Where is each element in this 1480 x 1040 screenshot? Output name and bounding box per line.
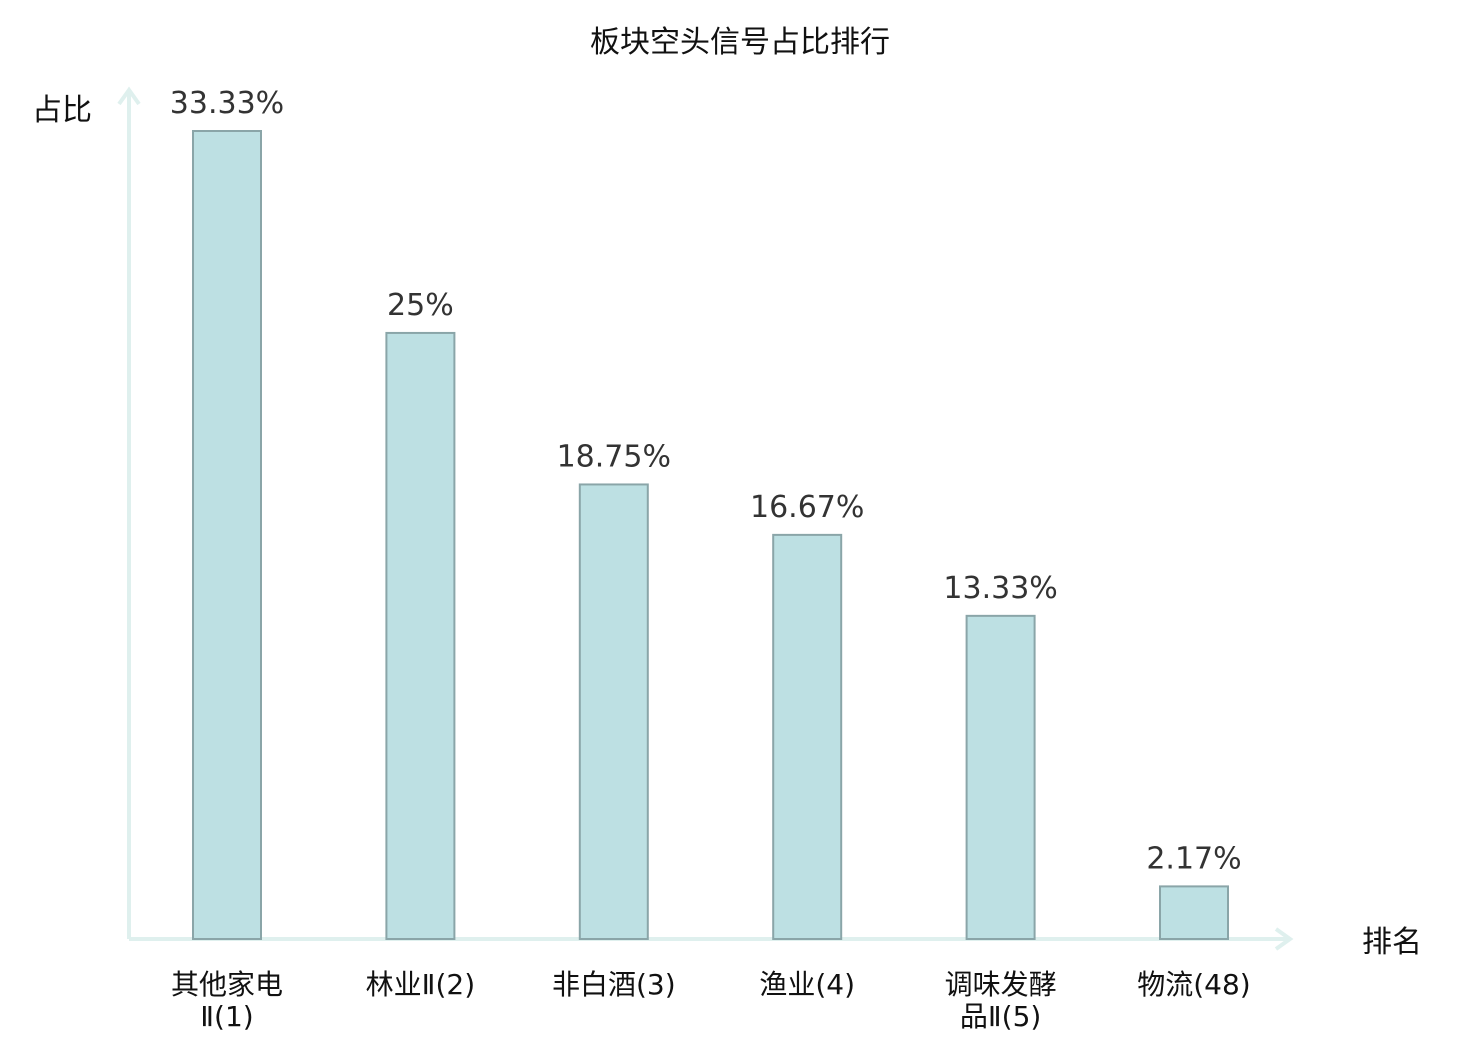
data-label: 13.33% — [943, 571, 1057, 606]
bars-group — [192, 130, 1229, 941]
bar — [578, 483, 649, 940]
y-axis-arrow — [117, 86, 141, 106]
bar — [192, 130, 262, 940]
x-tick-label: 渔业(4) — [759, 968, 855, 1001]
bar — [385, 331, 456, 940]
data-label: 2.17% — [1146, 841, 1241, 876]
x-axis-label: 排名 — [1362, 925, 1422, 960]
x-tick-label: Ⅱ(1) — [200, 1000, 253, 1033]
x-tick-label: 其他家电 — [171, 968, 283, 1001]
data-label: 16.67% — [750, 490, 864, 525]
x-tick-label: 物流(48) — [1137, 968, 1250, 1001]
x-tick-label: 林业Ⅱ(2) — [366, 968, 475, 1001]
x-tick-label: 调味发酵 — [945, 968, 1057, 1001]
bar — [965, 614, 1036, 941]
x-tick-label: 非白酒(3) — [552, 968, 676, 1001]
chart-title: 板块空头信号占比排行 — [590, 25, 890, 60]
bar — [772, 533, 843, 940]
x-axis-arrow — [1274, 927, 1294, 951]
data-label: 18.75% — [557, 439, 671, 474]
data-labels-group: 33.33% 25% 18.75% 16.67% 13.33% 2.17% — [170, 86, 1242, 876]
data-label: 25% — [387, 288, 454, 323]
x-tick-label: 品Ⅱ(5) — [960, 1000, 1041, 1033]
data-label: 33.33% — [170, 86, 284, 121]
axes — [117, 86, 1294, 951]
bar — [1159, 885, 1229, 940]
y-axis-label: 占比 — [32, 93, 92, 128]
